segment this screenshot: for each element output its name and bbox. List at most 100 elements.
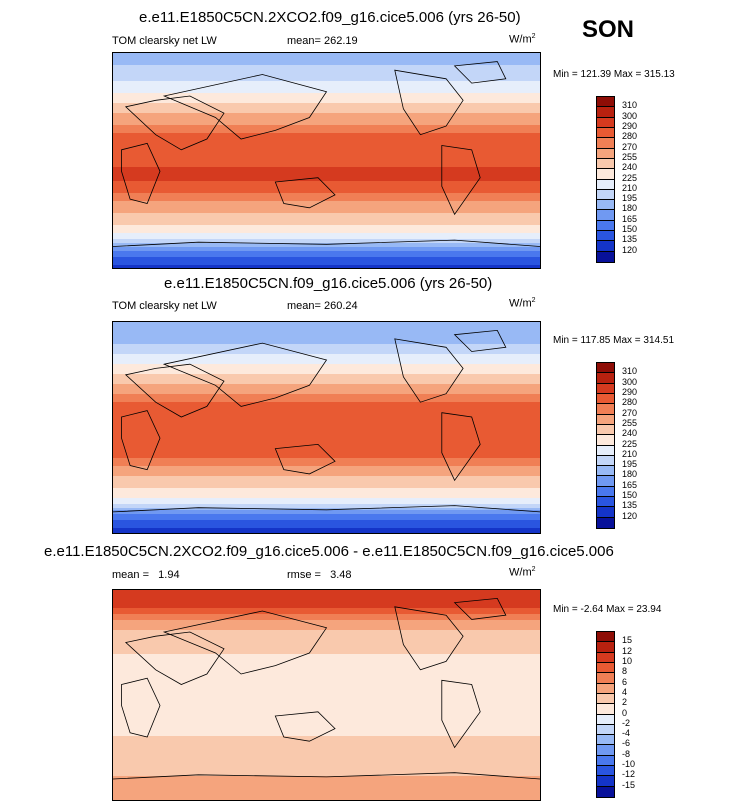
map-band: [113, 342, 540, 345]
coastline: [162, 74, 328, 140]
colorbar-box: [597, 107, 614, 118]
coastline: [453, 329, 507, 352]
map-band: [113, 456, 540, 459]
map-band: [113, 688, 540, 691]
map-band: [113, 434, 540, 437]
map-band: [113, 157, 540, 160]
coastline: [121, 677, 161, 738]
colorbar-box: [597, 97, 614, 108]
map-band: [113, 370, 540, 373]
colorbar-box: [597, 724, 614, 736]
map-band: [113, 79, 540, 82]
map-band: [113, 526, 540, 529]
map-band: [113, 472, 540, 475]
coastline: [453, 597, 507, 620]
map-band: [113, 638, 540, 641]
panel-3-mean-label: mean = 1.94: [112, 569, 180, 581]
map-band: [113, 732, 540, 735]
map-band: [113, 650, 540, 653]
map-band: [113, 666, 540, 669]
map-band: [113, 191, 540, 194]
map-band: [113, 65, 540, 68]
colorbar-box: [597, 455, 614, 467]
map-band: [113, 95, 540, 98]
colorbar-tick-label: 6: [622, 676, 628, 687]
map-band: [113, 686, 540, 689]
map-band: [113, 692, 540, 695]
map-band: [113, 736, 540, 739]
map-band: [113, 704, 540, 707]
colorbar-box: [597, 220, 614, 232]
map-band: [113, 658, 540, 661]
map-band: [113, 203, 540, 206]
map-band: [113, 790, 540, 793]
map-band: [113, 332, 540, 335]
map-band: [113, 426, 540, 429]
colorbar-tick-label: 240: [622, 428, 638, 439]
map-band: [113, 738, 540, 741]
map-band: [113, 179, 540, 182]
map-band: [113, 728, 540, 731]
map-band: [113, 664, 540, 667]
panel-2-minmax: Min = 117.85 Max = 314.51: [553, 335, 675, 346]
map-band: [113, 734, 540, 737]
colorbar-box: [597, 642, 614, 653]
coastline: [124, 363, 225, 418]
map-band: [113, 241, 540, 244]
map-band: [113, 778, 540, 781]
map-band: [113, 378, 540, 381]
map-band: [113, 604, 540, 607]
map-band: [113, 742, 540, 745]
colorbar-tick-label: 300: [622, 110, 638, 121]
map-band: [113, 99, 540, 102]
map-band: [113, 760, 540, 763]
colorbar-tick-label: 255: [622, 417, 638, 428]
colorbar-box: [597, 393, 614, 405]
map-band: [113, 730, 540, 733]
colorbar-box: [597, 517, 614, 528]
colorbar-tick-label: -12: [622, 769, 636, 780]
map-band: [113, 792, 540, 795]
map-band: [113, 386, 540, 389]
map-band: [113, 466, 540, 469]
map-band: [113, 612, 540, 615]
colorbar-tick-label: -4: [622, 728, 631, 739]
map-band: [113, 211, 540, 214]
coastline: [162, 610, 328, 675]
map-band: [113, 362, 540, 365]
map-band: [113, 448, 540, 451]
map-band: [113, 169, 540, 172]
map-band: [113, 340, 540, 343]
colorbar-box: [597, 786, 614, 797]
colorbar-box: [597, 714, 614, 725]
map-band: [113, 758, 540, 761]
colorbar-box: [597, 231, 614, 242]
map-band: [113, 754, 540, 757]
map-band: [113, 348, 540, 351]
map-band: [113, 484, 540, 487]
map-band: [113, 135, 540, 138]
map-band: [113, 350, 540, 353]
map-band: [113, 253, 540, 256]
map-band: [113, 107, 540, 110]
map-band: [113, 207, 540, 210]
map-band: [113, 392, 540, 395]
colorbar-box: [597, 673, 614, 684]
map-band: [113, 440, 540, 443]
colorbar-tick-label: 4: [622, 686, 628, 697]
map-band: [113, 624, 540, 627]
colorbar-tick-label: 135: [622, 234, 638, 245]
map-band: [113, 137, 540, 140]
map-band: [113, 71, 540, 74]
panel-3-minmax: Min = -2.64 Max = 23.94: [553, 604, 662, 615]
map-band: [113, 209, 540, 212]
colorbar-tick-label: 120: [622, 244, 638, 255]
map-band: [113, 193, 540, 196]
map-band: [113, 622, 540, 625]
map-band: [113, 400, 540, 403]
colorbar-tick-label: -15: [622, 779, 636, 790]
coastline: [124, 95, 225, 151]
map-band: [113, 394, 540, 397]
map-band: [113, 173, 540, 176]
map-band: [113, 442, 540, 445]
